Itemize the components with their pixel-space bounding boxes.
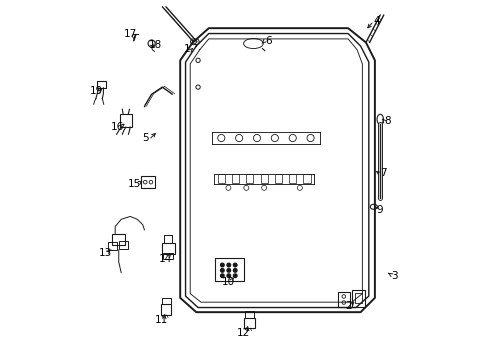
Circle shape xyxy=(220,269,224,272)
Text: 1: 1 xyxy=(183,44,190,54)
Text: 6: 6 xyxy=(264,36,271,46)
Bar xyxy=(217,174,224,183)
Circle shape xyxy=(226,263,230,267)
Text: 3: 3 xyxy=(390,271,397,281)
Text: 17: 17 xyxy=(124,29,137,39)
Text: 16: 16 xyxy=(111,122,124,132)
Bar xyxy=(231,174,239,183)
Text: 8: 8 xyxy=(383,116,390,126)
Bar xyxy=(244,311,253,318)
Circle shape xyxy=(220,263,224,267)
Bar xyxy=(351,290,365,307)
Text: 7: 7 xyxy=(379,168,386,178)
Text: 18: 18 xyxy=(149,40,162,50)
Bar xyxy=(162,243,175,254)
Bar xyxy=(215,257,244,281)
Text: 9: 9 xyxy=(375,205,382,215)
Text: 13: 13 xyxy=(99,248,112,258)
Circle shape xyxy=(233,274,237,278)
Bar xyxy=(119,241,127,249)
Bar xyxy=(354,293,362,303)
Text: 4: 4 xyxy=(373,16,379,26)
Bar xyxy=(162,298,170,304)
Bar xyxy=(160,304,171,315)
Bar xyxy=(163,253,173,259)
Circle shape xyxy=(233,263,237,267)
Bar xyxy=(244,318,255,328)
Bar xyxy=(108,242,117,249)
Bar xyxy=(120,113,131,127)
Bar xyxy=(260,174,267,183)
Bar xyxy=(288,174,296,183)
Text: 19: 19 xyxy=(89,86,102,96)
Bar xyxy=(337,292,349,307)
Text: 15: 15 xyxy=(127,179,141,189)
Circle shape xyxy=(220,274,224,278)
Text: 2: 2 xyxy=(345,301,351,311)
Bar xyxy=(141,176,155,188)
Circle shape xyxy=(233,269,237,272)
Bar xyxy=(111,234,125,245)
Text: 10: 10 xyxy=(222,277,235,287)
Bar xyxy=(246,174,253,183)
Text: 12: 12 xyxy=(237,328,250,338)
Text: 14: 14 xyxy=(158,254,171,264)
Bar xyxy=(303,174,310,183)
Bar xyxy=(274,174,282,183)
Text: 5: 5 xyxy=(142,133,148,143)
Bar xyxy=(164,235,172,243)
Circle shape xyxy=(226,274,230,278)
Bar xyxy=(97,81,106,88)
Circle shape xyxy=(226,269,230,272)
Text: 11: 11 xyxy=(155,315,168,325)
